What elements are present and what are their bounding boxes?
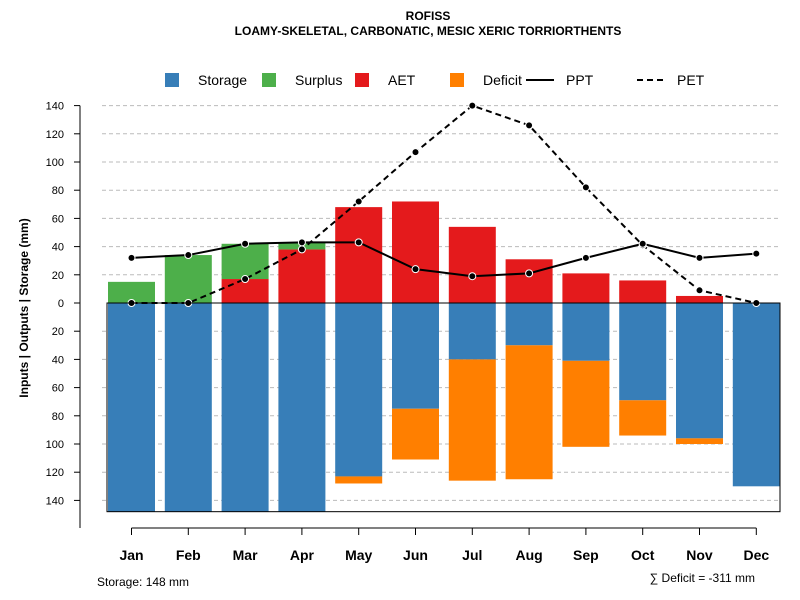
ppt-point	[752, 249, 761, 258]
pet-point	[297, 245, 306, 254]
month-label: Sep	[573, 547, 599, 563]
storage-bar	[392, 303, 439, 409]
month-label: Jul	[462, 547, 482, 563]
y-tick-label: 80	[52, 411, 64, 423]
aet-bar	[619, 280, 667, 303]
storage-footnote: Storage: 148 mm	[97, 575, 189, 589]
y-tick-label: 0	[58, 298, 64, 310]
pet-point	[525, 121, 534, 130]
month-label: Jun	[403, 547, 428, 563]
y-tick-label: 100	[46, 157, 64, 169]
ppt-line	[131, 241, 757, 278]
storage-bar	[278, 303, 326, 512]
y-tick-label: 100	[46, 439, 64, 451]
legend-label: PPT	[566, 72, 594, 88]
aet-bar	[335, 207, 383, 303]
y-tick-label: 120	[46, 467, 64, 479]
legend-label: AET	[388, 72, 416, 88]
ppt-point	[127, 253, 136, 262]
legend-swatch	[450, 73, 464, 87]
aet-bar	[505, 259, 553, 303]
legend-label: Surplus	[295, 72, 342, 88]
y-tick-label: 40	[52, 242, 64, 254]
storage-bar	[676, 303, 723, 439]
pet-point	[581, 183, 590, 192]
bars	[108, 201, 780, 512]
pet-point	[354, 197, 363, 206]
deficit-bar	[562, 360, 610, 447]
y-tick-label: 140	[46, 495, 64, 507]
ppt-point	[241, 239, 250, 248]
ppt-point	[297, 238, 306, 247]
storage-bar	[448, 303, 496, 360]
storage-bar	[335, 303, 383, 477]
surplus-bar	[164, 255, 212, 303]
y-tick-label: 20	[52, 326, 64, 338]
storage-bar	[164, 303, 212, 512]
storage-bar	[108, 303, 155, 512]
y-tick-label: 140	[46, 101, 64, 113]
y-tick-label: 20	[52, 270, 64, 282]
deficit-bar	[619, 400, 667, 436]
aet-bar	[448, 226, 496, 303]
deficit-bar	[392, 408, 439, 460]
storage-bar	[562, 303, 610, 361]
month-label: May	[345, 547, 372, 563]
month-label: Dec	[743, 547, 769, 563]
deficit-total: ∑ Deficit = -311 mm	[650, 571, 755, 585]
ppt-point	[411, 265, 420, 274]
month-label: Aug	[515, 547, 542, 563]
pet-point	[241, 275, 250, 284]
storage-bar	[619, 303, 667, 401]
aet-bar	[676, 295, 723, 303]
legend-swatch	[355, 73, 369, 87]
y-axis-label: Inputs | Outputs | Storage (mm)	[17, 218, 31, 397]
deficit-bar	[505, 345, 553, 480]
y-tick-label: 60	[52, 383, 64, 395]
series-lines	[127, 101, 761, 307]
gridlines	[102, 105, 780, 501]
ppt-point	[695, 253, 704, 262]
y-tick-label: 120	[46, 129, 64, 141]
deficit-bar	[448, 359, 496, 481]
deficit-bar	[676, 438, 723, 444]
ppt-point	[354, 238, 363, 247]
month-label: Nov	[686, 547, 713, 563]
month-label: Oct	[631, 547, 655, 563]
ppt-point	[638, 239, 647, 248]
chart-subtitle: LOAMY-SKELETAL, CARBONATIC, MESIC XERIC …	[235, 24, 622, 38]
surplus-bar	[221, 243, 269, 280]
month-label: Jan	[119, 547, 143, 563]
month-label: Apr	[290, 547, 315, 563]
pet-point	[468, 101, 477, 110]
legend-swatch	[262, 73, 276, 87]
surplus-bar	[108, 281, 155, 303]
storage-bar	[732, 303, 780, 487]
ppt-point	[184, 251, 193, 260]
aet-bar	[562, 273, 610, 303]
y-tick-label: 40	[52, 354, 64, 366]
chart-title: ROFISS	[406, 9, 451, 23]
month-label: Feb	[176, 547, 201, 563]
ppt-point	[581, 253, 590, 262]
ppt-point	[468, 272, 477, 281]
storage-bar	[221, 303, 269, 512]
axes: 140 120 100 80 60 40 20 0 20 40 60 80 100 120 140 Jan Fe…	[46, 101, 781, 563]
aet-bar	[392, 201, 439, 303]
legend-label: PET	[677, 72, 705, 88]
month-label: Mar	[233, 547, 258, 563]
y-tick-label: 80	[52, 185, 64, 197]
legend-label: Deficit	[483, 72, 522, 88]
ppt-point	[525, 269, 534, 278]
deficit-bar	[335, 476, 383, 484]
pet-point	[695, 286, 704, 295]
pet-line	[131, 104, 757, 304]
y-tick-label: 60	[52, 213, 64, 225]
legend-swatch	[165, 73, 179, 87]
legend-label: Storage	[198, 72, 247, 88]
legend: Storage Surplus AET Deficit PPT PET	[165, 72, 705, 88]
storage-bar	[505, 303, 553, 346]
pet-point	[411, 148, 420, 157]
